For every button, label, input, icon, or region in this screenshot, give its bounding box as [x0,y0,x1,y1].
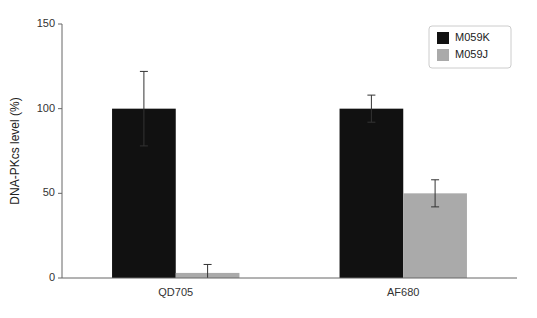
legend-swatch [437,32,449,44]
legend-label: M059K [455,31,491,43]
error-line [143,71,144,146]
error-cap [367,95,375,96]
error-cap [140,145,148,146]
legend-swatch [437,49,449,61]
y-tick [58,193,62,194]
error-bar [140,71,148,146]
plot-area [112,71,467,278]
y-tick-label: 50 [43,186,55,198]
error-cap [140,71,148,72]
error-bar [204,264,212,278]
error-cap [431,179,439,180]
x-tick-label: AF680 [387,286,419,298]
legend: M059K M059J [429,26,511,68]
legend-label: M059J [455,48,488,60]
y-tick [58,108,62,109]
y-tick-label: 150 [37,17,55,29]
y-tick [58,24,62,25]
legend-box [429,26,511,68]
chart-svg: 0 50 100 150 QD705 AF680 DNA-PKcs level (%) M05… [0,0,537,318]
error-cap [204,264,212,265]
error-cap [367,122,375,123]
error-line [435,180,436,207]
y-tick [58,278,62,279]
x-tick-label: QD705 [158,286,193,298]
error-cap [431,206,439,207]
y-tick-label: 100 [37,102,55,114]
y-tick-label: 0 [49,271,55,283]
bar [340,109,404,278]
error-line [207,264,208,278]
y-axis-label: DNA-PKcs level (%) [8,97,22,204]
error-bar [367,95,375,122]
chart-container: 0 50 100 150 QD705 AF680 DNA-PKcs level (%) M05… [0,0,537,318]
error-line [371,95,372,122]
x-axis-line [62,278,517,279]
y-axis-line [62,24,63,278]
error-bar [431,180,439,207]
